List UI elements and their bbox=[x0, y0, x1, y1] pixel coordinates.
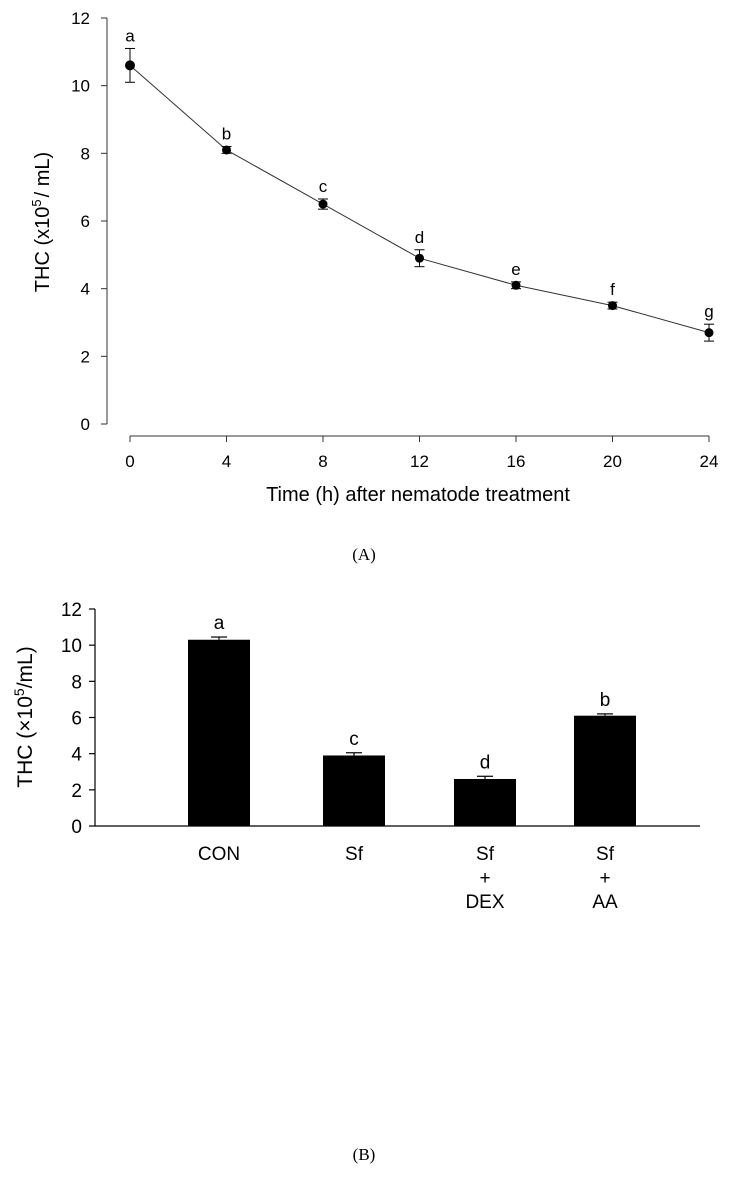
y-tick-label: 6 bbox=[81, 212, 90, 231]
x-category-label: + bbox=[599, 868, 610, 889]
significance-letter: e bbox=[511, 260, 520, 279]
y-tick-label: 0 bbox=[71, 817, 82, 838]
y-tick-label: 4 bbox=[81, 280, 90, 299]
y-tick-label: 2 bbox=[81, 347, 90, 366]
significance-letter: c bbox=[319, 177, 328, 196]
y-tick-label: 8 bbox=[81, 144, 90, 163]
y-axis-label-main: THC (×10 bbox=[14, 696, 37, 788]
significance-letter: c bbox=[349, 729, 359, 750]
y-tick-label: 8 bbox=[71, 672, 82, 693]
data-point bbox=[608, 301, 617, 311]
significance-letter: d bbox=[415, 228, 424, 247]
chart-b-text: 0 2 4 6 8 10 12 a CON c Sf d Sf + DEX b Sf + AA THC (×105/m… bbox=[11, 600, 618, 913]
data-point bbox=[318, 199, 328, 209]
data-point bbox=[704, 328, 714, 338]
significance-letter: g bbox=[704, 302, 713, 321]
x-tick-label: 8 bbox=[318, 452, 327, 471]
significance-letter: b bbox=[222, 125, 231, 144]
y-tick-label: 10 bbox=[71, 77, 90, 96]
y-axis-label-unit: / mL) bbox=[32, 152, 54, 198]
x-tick-label: 16 bbox=[507, 452, 526, 471]
series-line bbox=[129, 64, 710, 334]
x-tick-label: 24 bbox=[700, 452, 719, 471]
y-axis-label-unit: /mL) bbox=[14, 646, 37, 688]
x-tick-label: 0 bbox=[125, 452, 134, 471]
y-tick-label: 10 bbox=[61, 636, 82, 657]
chart-panel-b: 0 2 4 6 8 10 12 a CON c Sf d Sf + DEX b Sf + AA THC (×105/m… bbox=[11, 600, 700, 1164]
x-category-label: Sf bbox=[476, 844, 495, 865]
x-category-label: AA bbox=[592, 892, 618, 913]
y-axis-label-superscript: 5 bbox=[11, 688, 27, 696]
y-tick-label: 2 bbox=[71, 781, 82, 802]
chart-a-marks bbox=[125, 47, 714, 342]
y-tick-label: 4 bbox=[71, 745, 82, 766]
bar bbox=[574, 715, 636, 826]
chart-b-marks bbox=[188, 636, 636, 826]
x-category-label: Sf bbox=[596, 844, 615, 865]
significance-letter: d bbox=[480, 752, 491, 773]
bar bbox=[188, 639, 250, 826]
x-category-label: CON bbox=[198, 844, 240, 865]
data-point bbox=[511, 280, 521, 290]
y-tick-label: 6 bbox=[71, 709, 82, 730]
y-tick-label: 12 bbox=[71, 9, 90, 28]
data-point bbox=[415, 253, 424, 263]
chart-b-panel-label: (B) bbox=[353, 1145, 376, 1164]
y-axis-label: THC (x105/ mL) bbox=[29, 152, 54, 292]
x-category-label: DEX bbox=[465, 892, 504, 913]
y-axis-label: THC (×105/mL) bbox=[11, 646, 37, 787]
chart-a-axes bbox=[101, 17, 710, 442]
bar bbox=[323, 755, 385, 826]
x-category-label: Sf bbox=[345, 844, 364, 865]
significance-letter: b bbox=[600, 690, 611, 711]
significance-letter: a bbox=[125, 26, 135, 45]
significance-letter: a bbox=[214, 613, 225, 634]
x-tick-label: 12 bbox=[410, 452, 429, 471]
x-axis-label: Time (h) after nematode treatment bbox=[266, 484, 570, 506]
bar bbox=[454, 778, 516, 826]
x-tick-label: 4 bbox=[222, 452, 231, 471]
chart-a-panel-label: (A) bbox=[352, 545, 376, 564]
x-tick-label: 20 bbox=[603, 452, 622, 471]
data-point bbox=[125, 60, 135, 71]
y-axis-label-superscript: 5 bbox=[29, 199, 44, 206]
x-category-label: + bbox=[479, 868, 490, 889]
significance-letter: f bbox=[610, 280, 615, 299]
y-axis-label-main: THC (x10 bbox=[32, 207, 54, 293]
y-tick-label: 0 bbox=[81, 415, 90, 434]
data-point bbox=[222, 145, 231, 155]
y-tick-label: 12 bbox=[61, 600, 82, 621]
